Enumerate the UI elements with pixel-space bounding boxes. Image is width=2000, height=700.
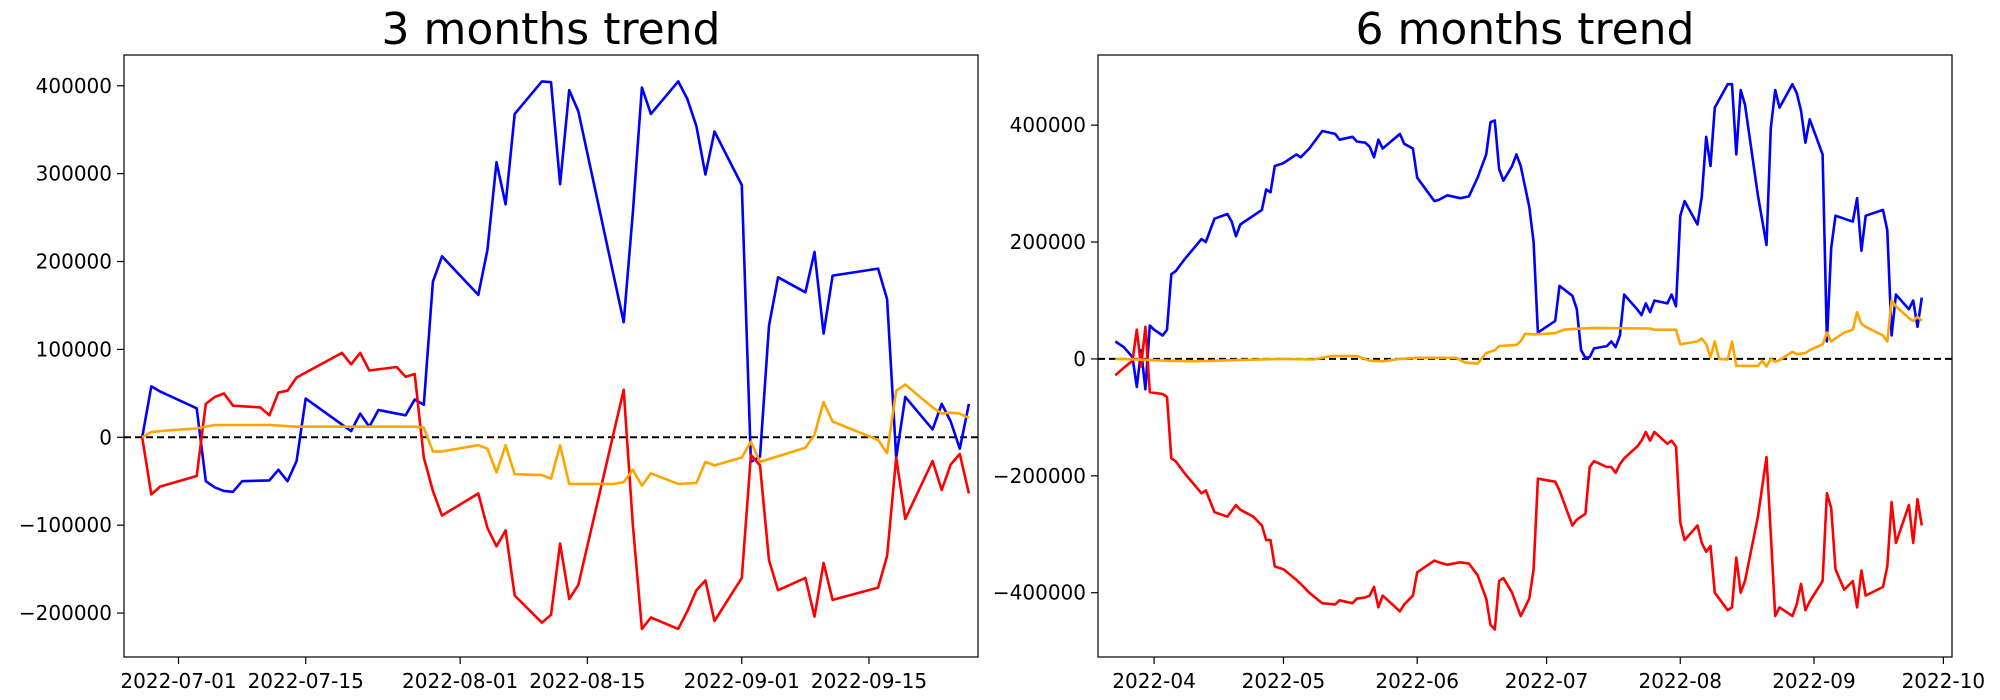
y-tick-label: 300000 <box>36 162 112 186</box>
x-tick-label: 2022-07-15 <box>248 669 364 693</box>
x-tick-label: 2022-04 <box>1112 669 1196 693</box>
chart-title: 3 months trend <box>382 4 721 55</box>
x-tick-label: 2022-08-15 <box>529 669 645 693</box>
y-tick-label: −400000 <box>993 581 1086 605</box>
chart-6m: 6 months trend 400000 200000 0 −200000 −40000… <box>993 4 1985 693</box>
x-tick-label: 2022-09-15 <box>811 669 927 693</box>
series-line-1 <box>1114 82 1924 391</box>
series-line-2 <box>140 351 971 631</box>
x-tick-label: 2022-07-01 <box>120 669 236 693</box>
x-tick-label: 2022-05 <box>1242 669 1326 693</box>
x-tick-label: 2022-06 <box>1375 669 1459 693</box>
series-line-3 <box>1115 299 1923 368</box>
x-tick-label: 2022-09-01 <box>684 669 800 693</box>
y-tick-label: 400000 <box>1010 113 1086 137</box>
chart-3m: 3 months trend 400000 300000 200000 100000 0 −… <box>19 4 979 693</box>
x-tick-label: 2022-07 <box>1505 669 1589 693</box>
x-tick-label: 2022-08 <box>1638 669 1722 693</box>
y-tick-label: 100000 <box>36 337 112 361</box>
series-line-2 <box>1114 325 1924 631</box>
x-tick-label: 2022-09 <box>1772 669 1856 693</box>
series-line-3 <box>141 383 970 487</box>
plot-frame <box>123 54 979 658</box>
y-tick-label: 400000 <box>36 74 112 98</box>
plot-frame <box>1097 54 1953 658</box>
y-tick-label: 0 <box>99 425 112 449</box>
y-tick-label: 200000 <box>1010 230 1086 254</box>
y-tick-label: −200000 <box>993 464 1086 488</box>
y-tick-label: 0 <box>1073 347 1086 371</box>
y-tick-label: −100000 <box>19 513 112 537</box>
chart-title: 6 months trend <box>1356 4 1695 55</box>
y-tick-label: −200000 <box>19 601 112 625</box>
series-line-1 <box>140 80 971 494</box>
y-tick-label: 200000 <box>36 250 112 274</box>
x-tick-label: 2022-08-01 <box>402 669 518 693</box>
x-tick-label: 2022-10 <box>1902 669 1986 693</box>
